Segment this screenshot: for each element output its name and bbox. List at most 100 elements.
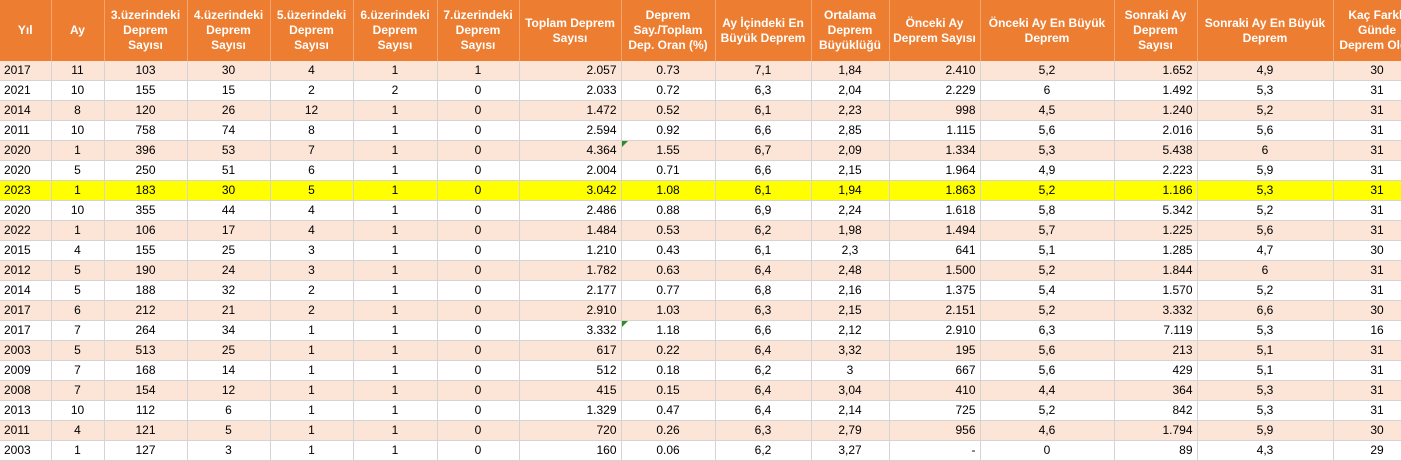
cell-prev-month-count[interactable]: 1.618 [889,200,981,221]
cell-count-above-4[interactable]: 25 [187,240,271,261]
cell-ratio[interactable]: 0.26 [621,420,716,441]
cell-count-above-3[interactable]: 106 [104,220,188,241]
cell-prev-month-count[interactable]: 2.410 [889,61,981,81]
cell-avg-magnitude[interactable]: 2,79 [811,420,890,441]
cell-count-above-5[interactable]: 1 [270,340,354,361]
cell-max-magnitude[interactable]: 6,3 [715,80,812,101]
cell-count-above-6[interactable]: 1 [353,61,438,81]
cell-count-above-4[interactable]: 30 [187,180,271,201]
cell-count-above-3[interactable]: 758 [104,120,188,141]
col-header-count-above-6[interactable]: 6.üzerindeki Deprem Sayısı [353,0,438,61]
cell-count-above-6[interactable]: 1 [353,180,438,201]
cell-next-month-count[interactable]: 2.016 [1114,120,1198,141]
cell-count-above-3[interactable]: 120 [104,100,188,121]
cell-month[interactable]: 5 [51,260,105,281]
cell-count-above-5[interactable]: 1 [270,320,354,341]
cell-month[interactable]: 7 [51,360,105,381]
cell-prev-month-max[interactable]: 5,2 [980,300,1115,321]
cell-year[interactable]: 2014 [0,280,52,301]
cell-count-above-5[interactable]: 8 [270,120,354,141]
cell-count-above-5[interactable]: 2 [270,280,354,301]
cell-month[interactable]: 4 [51,420,105,441]
cell-year[interactable]: 2009 [0,360,52,381]
cell-count-above-7[interactable]: 0 [437,340,520,361]
cell-month[interactable]: 1 [51,140,105,161]
cell-max-magnitude[interactable]: 6,2 [715,220,812,241]
cell-avg-magnitude[interactable]: 2,85 [811,120,890,141]
cell-days-with-quakes[interactable]: 31 [1333,200,1401,221]
cell-ratio[interactable]: 1.08 [621,180,716,201]
cell-avg-magnitude[interactable]: 3 [811,360,890,381]
cell-days-with-quakes[interactable]: 31 [1333,380,1401,401]
cell-days-with-quakes[interactable]: 30 [1333,300,1401,321]
cell-count-above-4[interactable]: 51 [187,160,271,181]
cell-prev-month-count[interactable]: 725 [889,400,981,421]
col-header-month[interactable]: Ay [51,0,105,61]
cell-count-above-4[interactable]: 34 [187,320,271,341]
cell-ratio[interactable]: 0.92 [621,120,716,141]
cell-count-above-4[interactable]: 3 [187,440,271,461]
cell-count-above-5[interactable]: 1 [270,420,354,441]
cell-count-above-7[interactable]: 0 [437,440,520,461]
cell-count-above-7[interactable]: 0 [437,80,520,101]
cell-count-above-5[interactable]: 2 [270,80,354,101]
cell-prev-month-max[interactable]: 5,7 [980,220,1115,241]
cell-count-above-3[interactable]: 188 [104,280,188,301]
cell-ratio[interactable]: 0.88 [621,200,716,221]
cell-month[interactable]: 10 [51,120,105,141]
cell-max-magnitude[interactable]: 6,3 [715,300,812,321]
cell-year[interactable]: 2014 [0,100,52,121]
cell-days-with-quakes[interactable]: 31 [1333,360,1401,381]
cell-avg-magnitude[interactable]: 2,15 [811,300,890,321]
cell-count-above-6[interactable]: 1 [353,400,438,421]
cell-month[interactable]: 11 [51,61,105,81]
cell-next-month-count[interactable]: 5.438 [1114,140,1198,161]
cell-count-above-5[interactable]: 5 [270,180,354,201]
cell-next-month-count[interactable]: 842 [1114,400,1198,421]
cell-avg-magnitude[interactable]: 1,84 [811,61,890,81]
cell-total-count[interactable]: 617 [519,340,622,361]
cell-month[interactable]: 6 [51,300,105,321]
col-header-next-month-max[interactable]: Sonraki Ay En Büyük Deprem [1197,0,1334,61]
cell-ratio[interactable]: 0.47 [621,400,716,421]
cell-avg-magnitude[interactable]: 2,24 [811,200,890,221]
cell-prev-month-count[interactable]: 998 [889,100,981,121]
cell-next-month-count[interactable]: 1.652 [1114,61,1198,81]
cell-count-above-3[interactable]: 155 [104,240,188,261]
cell-next-month-count[interactable]: 1.186 [1114,180,1198,201]
cell-next-month-count[interactable]: 1.844 [1114,260,1198,281]
cell-max-magnitude[interactable]: 6,1 [715,100,812,121]
cell-count-above-6[interactable]: 1 [353,360,438,381]
cell-prev-month-count[interactable]: 1.115 [889,120,981,141]
cell-month[interactable]: 5 [51,340,105,361]
cell-ratio[interactable]: 1.03 [621,300,716,321]
cell-ratio[interactable]: 0.72 [621,80,716,101]
cell-days-with-quakes[interactable]: 31 [1333,280,1401,301]
cell-days-with-quakes[interactable]: 30 [1333,61,1401,81]
cell-ratio[interactable]: 0.77 [621,280,716,301]
cell-year[interactable]: 2015 [0,240,52,261]
cell-year[interactable]: 2008 [0,380,52,401]
cell-count-above-7[interactable]: 0 [437,160,520,181]
cell-max-magnitude[interactable]: 6,8 [715,280,812,301]
cell-year[interactable]: 2021 [0,80,52,101]
cell-count-above-5[interactable]: 12 [270,100,354,121]
cell-avg-magnitude[interactable]: 1,98 [811,220,890,241]
cell-prev-month-count[interactable]: 1.334 [889,140,981,161]
cell-month[interactable]: 1 [51,180,105,201]
cell-next-month-max[interactable]: 5,9 [1197,160,1334,181]
cell-ratio[interactable]: 1.18 [621,320,716,341]
cell-ratio[interactable]: 0.15 [621,380,716,401]
cell-next-month-max[interactable]: 5,3 [1197,80,1334,101]
cell-count-above-5[interactable]: 4 [270,61,354,81]
cell-prev-month-max[interactable]: 5,6 [980,340,1115,361]
cell-count-above-5[interactable]: 3 [270,240,354,261]
cell-total-count[interactable]: 3.042 [519,180,622,201]
cell-days-with-quakes[interactable]: 31 [1333,180,1401,201]
cell-count-above-7[interactable]: 0 [437,140,520,161]
cell-year[interactable]: 2020 [0,200,52,221]
cell-month[interactable]: 7 [51,380,105,401]
cell-prev-month-max[interactable]: 6 [980,80,1115,101]
cell-count-above-4[interactable]: 17 [187,220,271,241]
cell-next-month-max[interactable]: 5,2 [1197,100,1334,121]
